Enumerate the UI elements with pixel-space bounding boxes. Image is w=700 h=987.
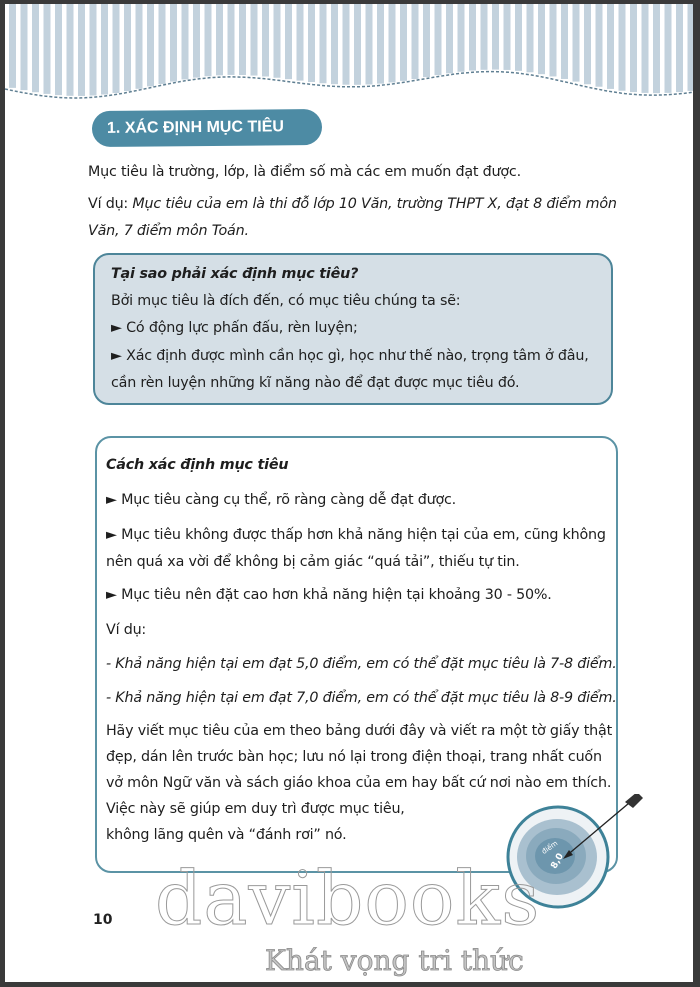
target-arrow-illustration: điểm 8,0 [506,794,643,909]
stripe [515,4,522,71]
stripe [124,4,131,92]
stripe [584,4,591,85]
closing-line: đẹp, dán lên trước bàn học; lưu nó lại t… [106,749,602,765]
watermark-slogan: Khát vọng tri thức [265,944,525,978]
stripe [204,4,212,77]
stripe [549,4,557,77]
why-bullet: ► Có động lực phấn đấu, rèn luyện; [111,320,358,336]
stripe [641,4,649,93]
document-page: 1. XÁC ĐỊNH MỤC TIÊU Mục tiêu là trường,… [5,4,693,982]
stripe [526,4,534,73]
closing-line: Việc này sẽ giúp em duy trì được mục tiê… [106,801,405,817]
stripe [469,4,476,71]
stripe [434,4,442,76]
stripe [158,4,166,84]
example-text: Mục tiêu của em là thi đỗ lớp 10 Văn, tr… [132,196,617,212]
stripe [411,4,419,80]
how-heading: Cách xác định mục tiêu [106,457,289,473]
stripe [308,4,315,83]
why-lead: Bởi mục tiêu là đích đến, có mục tiêu ch… [111,293,461,309]
stripe [572,4,580,82]
stripe [193,4,200,78]
stripe [561,4,568,79]
section-title: 1. XÁC ĐỊNH MỤC TIÊU [91,108,323,148]
example-label: Ví dụ: [88,196,133,212]
stripe [32,4,39,93]
stripe [423,4,430,78]
how-box [95,436,618,873]
stripe [78,4,85,96]
stripe [365,4,373,85]
stripe [377,4,384,84]
stripe [112,4,120,93]
stripe [239,4,246,76]
why-heading: Tại sao phải xác định mục tiêu? [111,266,359,282]
stripe [319,4,327,84]
why-box [93,253,613,405]
how-bullet: ► Mục tiêu nên đặt cao hơn khả năng hiện… [106,587,552,603]
stripe [618,4,626,91]
closing-line: Hãy viết mục tiêu của em theo bảng dưới … [106,723,612,739]
why-bullet: ► Xác định được mình cần học gì, học như… [111,348,589,364]
stripe [147,4,154,87]
how-example-label: Ví dụ: [106,622,147,638]
page-number: 10 [93,912,113,928]
stripe [446,4,453,74]
stripe [354,4,361,85]
stripe [170,4,177,82]
stripe [9,4,16,88]
stripe [216,4,223,76]
stripe [181,4,189,80]
arrow-icon [564,797,636,858]
stripe [135,4,143,89]
closing-line: không lãng quên và “đánh rơi” nó. [106,827,347,843]
stripe [480,4,488,70]
stripe [503,4,511,70]
stripe [607,4,614,89]
stripe [687,4,693,91]
stripe [66,4,74,96]
stripe [227,4,235,75]
why-bullet-cont: cần rèn luyện những kĩ năng nào để đạt đ… [111,375,520,391]
how-example: - Khả năng hiện tại em đạt 7,0 điểm, em … [106,690,617,706]
stripe [595,4,603,87]
intro-text: Mục tiêu là trường, lớp, là điểm số mà c… [88,164,521,180]
stripe [653,4,660,94]
stripe [331,4,338,85]
stripe [630,4,637,93]
stripe [250,4,258,76]
stripe [664,4,672,93]
intro-example: Ví dụ: Mục tiêu của em là thi đỗ lớp 10 … [88,196,617,212]
stripe [101,4,108,95]
stripe [676,4,683,93]
stripe [285,4,292,80]
stripe [89,4,97,96]
stripe [400,4,407,81]
stripe [55,4,62,96]
stripe [457,4,465,72]
how-example: - Khả năng hiện tại em đạt 5,0 điểm, em … [106,656,617,672]
stripe [342,4,350,85]
how-bullet: ► Mục tiêu không được thấp hơn khả năng … [106,527,606,543]
how-bullet: ► Mục tiêu càng cụ thể, rõ ràng càng dễ … [106,492,457,508]
stripe [273,4,281,78]
watermark-brand: davibooks [154,856,541,943]
how-bullet-cont: nên quá xa vời để không bị cảm giác “quá… [106,554,520,570]
dashed-wave-line [5,70,693,99]
intro-example-cont: Văn, 7 điểm môn Toán. [88,223,249,239]
striped-header-decoration [5,4,693,99]
stripe [262,4,269,77]
stripe [296,4,304,81]
stripe [43,4,51,94]
stripe [492,4,499,70]
stripe [20,4,28,91]
closing-line: vở môn Ngữ văn và sách giáo khoa của em … [106,775,612,791]
stripe [388,4,396,83]
stripe [538,4,545,75]
